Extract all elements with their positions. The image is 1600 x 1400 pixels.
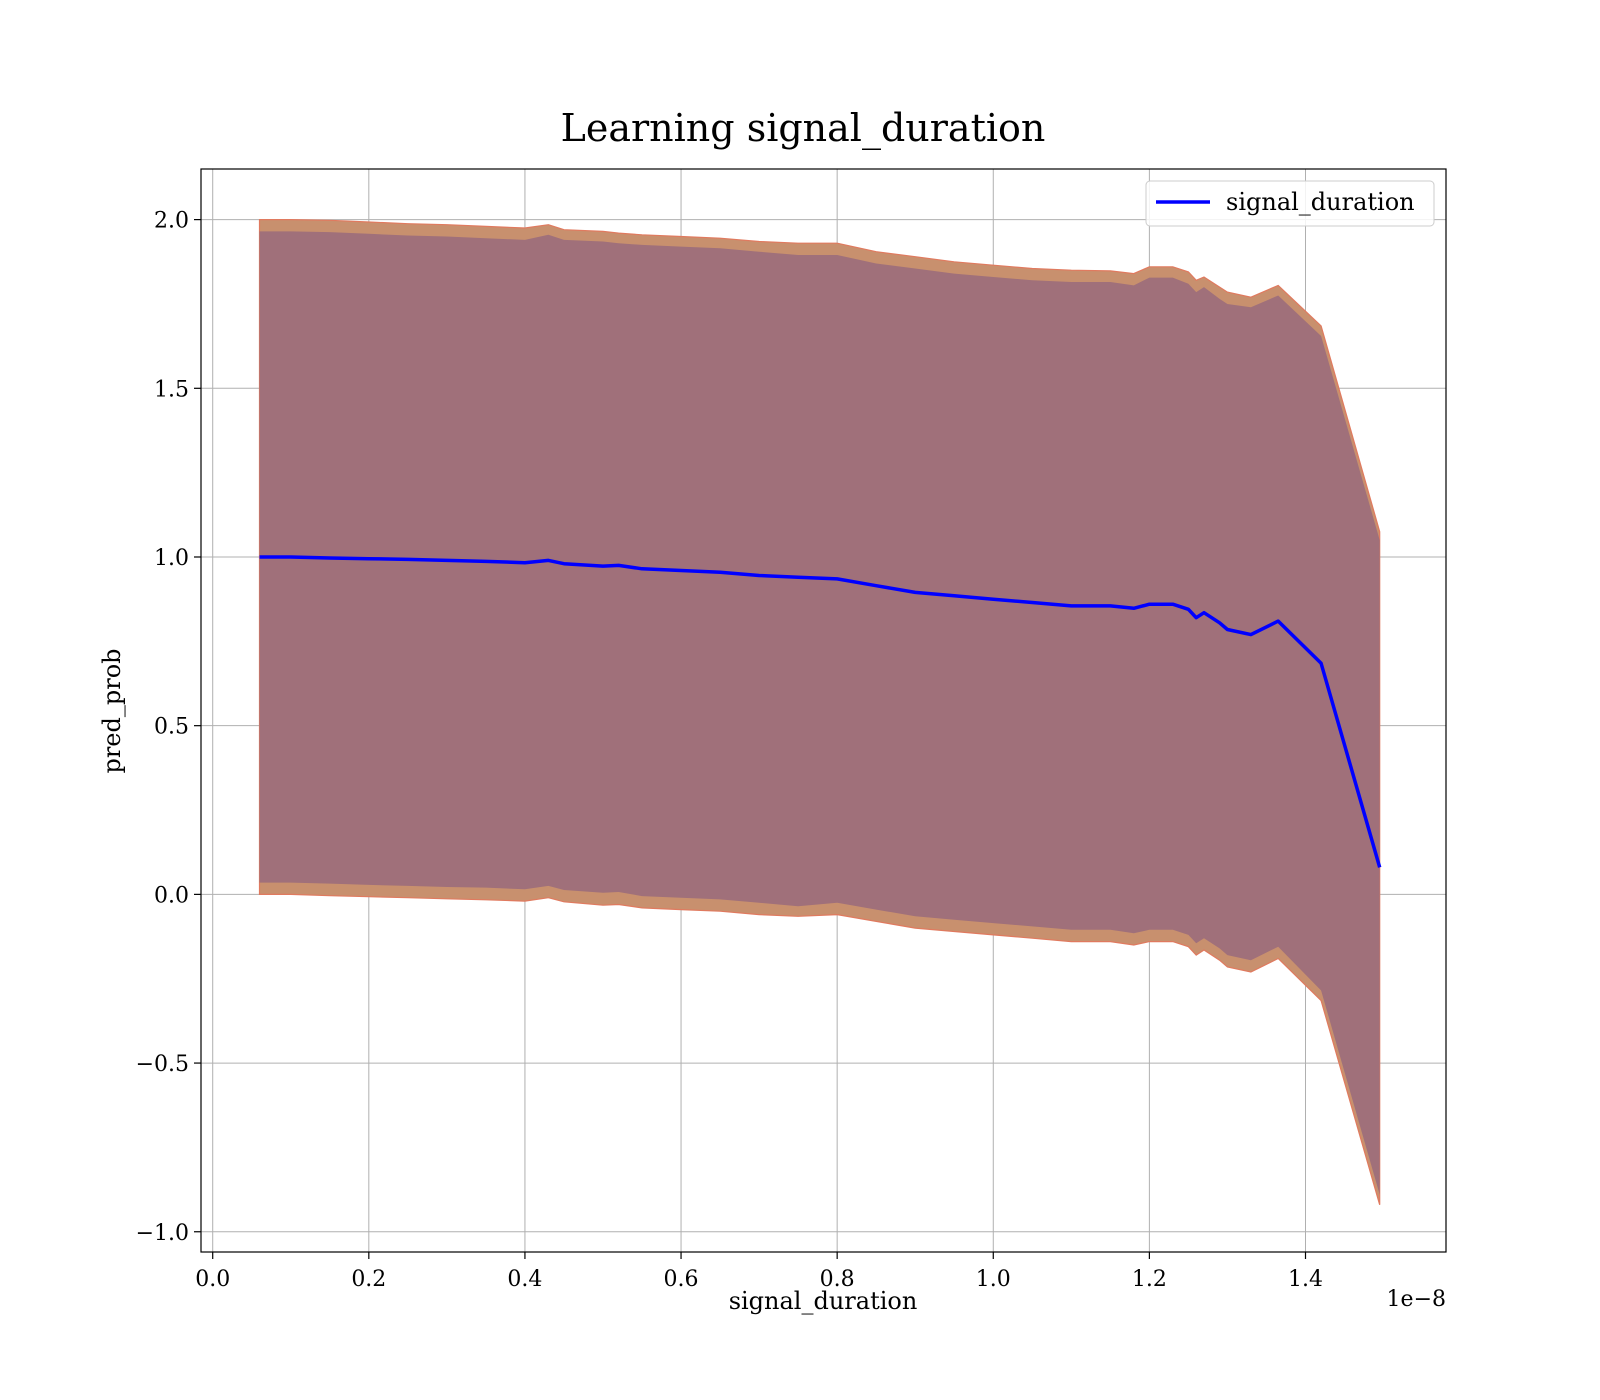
y-tick-label-6: 2.0 — [154, 209, 189, 234]
y-tick-label-5: 1.5 — [154, 377, 189, 402]
x-tick-label-4: 0.8 — [820, 1267, 855, 1292]
x-tick-label-5: 1.0 — [976, 1267, 1011, 1292]
x-axis-offset-text: 1e−8 — [1387, 1287, 1446, 1312]
legend-label-signal-duration: signal_duration — [1226, 188, 1415, 216]
series-line-signal-duration — [259, 555, 1382, 868]
band-layer — [258, 219, 1381, 1205]
x-axis-ticks: 0.0 0.2 0.4 0.6 0.8 1.0 1.2 1.4 — [195, 1252, 1323, 1292]
y-tick-label-1: −0.5 — [136, 1052, 189, 1077]
x-tick-label-3: 0.6 — [664, 1267, 699, 1292]
x-tick-label-0: 0.0 — [195, 1267, 230, 1292]
line-layer — [259, 555, 1382, 868]
inner-band — [259, 231, 1380, 1195]
y-tick-label-3: 0.5 — [154, 715, 189, 740]
y-tick-label-2: 0.0 — [154, 883, 189, 908]
plot-frame — [200, 168, 1447, 1253]
x-tick-label-7: 1.4 — [1288, 1267, 1323, 1292]
legend-box — [1145, 180, 1435, 227]
chart-title: Learning signal_duration — [561, 106, 1046, 151]
y-axis-label: pred_prob — [98, 648, 126, 773]
y-tick-label-0: −1.0 — [136, 1221, 189, 1246]
x-tick-label-1: 0.2 — [351, 1267, 386, 1292]
x-tick-label-6: 1.2 — [1132, 1267, 1167, 1292]
y-tick-label-4: 1.0 — [154, 546, 189, 571]
legend: signal_duration — [1145, 180, 1435, 227]
y-axis-ticks: −1.0 −0.5 0.0 0.5 1.0 1.5 2.0 — [136, 209, 201, 1246]
x-tick-label-2: 0.4 — [507, 1267, 542, 1292]
x-axis-label: signal_duration — [729, 1287, 918, 1315]
